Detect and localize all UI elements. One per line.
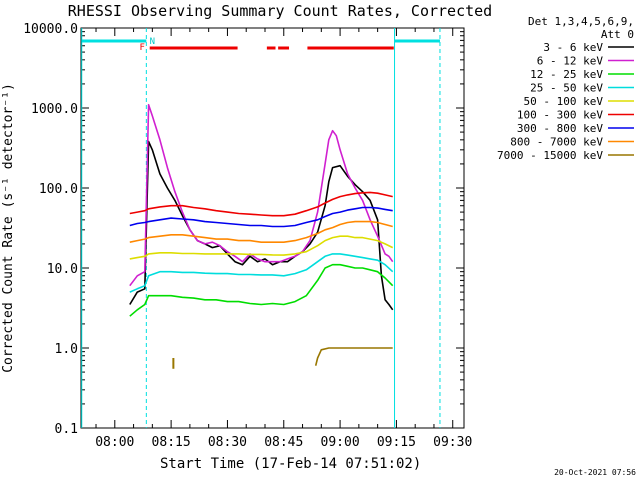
plot-frame [80,27,465,429]
plot-area [80,27,465,429]
y-tick-label: 10000.0 [23,22,78,37]
footer-date: 20-Oct-2021 07:56 [554,468,636,477]
y-tick-label: 100.0 [39,182,78,197]
observing-flags: FN [81,28,441,428]
x-tick-label: 08:30 [208,435,247,450]
legend-entry-label: 300 - 800 keV [517,122,603,135]
series-layer [129,103,394,366]
y-axis-label: Corrected Count Rate (s⁻¹ detector⁻¹) [1,83,16,373]
series-line-3 [129,253,394,293]
night-flag-label: N [150,37,155,47]
series-line-2 [129,263,394,317]
series-line-7 [129,220,393,243]
legend-header-line: Att 0 [601,28,634,41]
legend-entry-label: 50 - 100 keV [524,95,604,108]
legend-entry-label: 12 - 25 keV [530,68,603,81]
flare-flag-label: F [139,43,144,53]
x-axis-label: Start Time (17-Feb-14 07:51:02) [160,456,421,472]
legend-entry-label: 800 - 7000 keV [510,136,603,149]
y-tick-label: 1000.0 [31,102,78,117]
x-tick-label: 08:15 [152,435,191,450]
x-axis: 08:00 08:15 08:30 08:45 09:00 09:15 09:30 [95,28,472,450]
y-tick-label: 0.1 [55,422,78,437]
series-line-4 [129,235,394,260]
series-line-6 [129,206,393,228]
y-tick-label: 1.0 [55,342,78,357]
legend-entry-label: 3 - 6 keV [543,41,603,54]
legend-entry-label: 6 - 12 keV [537,55,604,68]
x-tick-label: 09:30 [433,435,472,450]
legend-entry-label: 100 - 300 keV [517,109,603,122]
x-tick-label: 09:00 [321,435,360,450]
x-tick-label: 08:45 [264,435,303,450]
legend-entry-label: 7000 - 15000 keV [497,149,603,162]
legend-header-line: Det 1,3,4,5,6,9, [528,15,634,28]
x-tick-label: 08:00 [95,435,134,450]
y-tick-label: 10.0 [47,262,78,277]
x-tick-label: 09:15 [377,435,416,450]
series-line-8 [314,347,393,366]
series-line-1 [129,103,394,287]
chart-title: RHESSI Observing Summary Count Rates, Co… [68,2,492,20]
y-axis: 0.1 1.0 10.0 100.0 1000.0 10000.0 [23,22,464,437]
series-line-5 [129,191,393,217]
legend-entry-label: 25 - 50 keV [530,82,603,95]
